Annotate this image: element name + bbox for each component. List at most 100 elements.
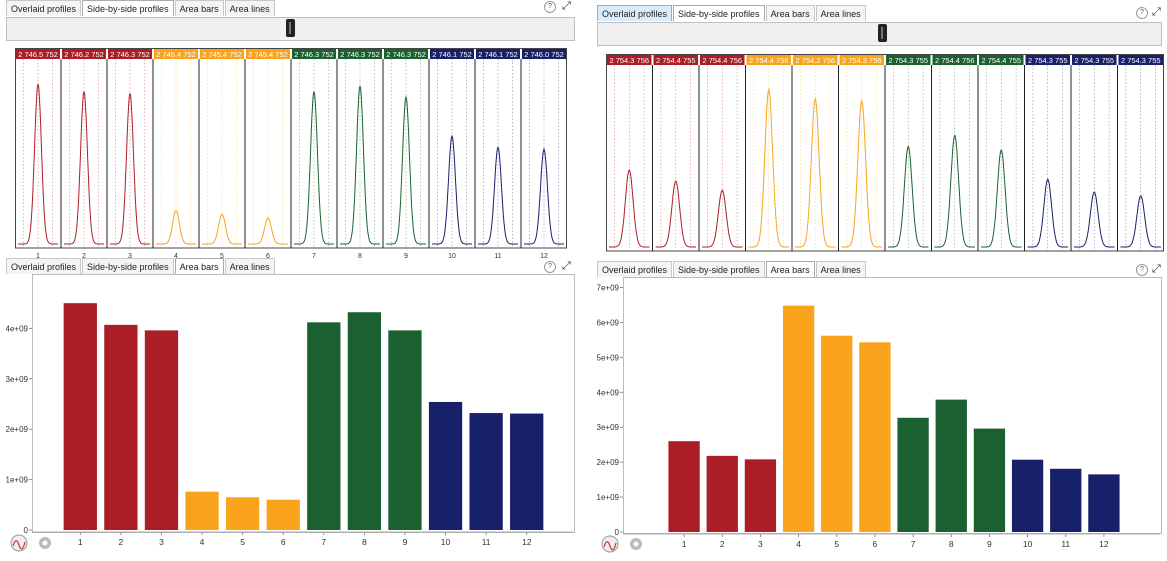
profile-peak [981, 148, 1022, 248]
profile-header-label: 2 754.2 756 [795, 56, 835, 65]
tab-overlaid-profiles[interactable]: Overlaid profiles [597, 261, 673, 277]
profile-peak [524, 147, 564, 245]
profile-bottom-label: 3 [128, 253, 132, 258]
tab-overlaid-profiles[interactable]: Overlaid profiles [6, 0, 82, 16]
tab-area-bars[interactable]: Area bars [174, 258, 224, 274]
x-tick-label: 7 [911, 539, 916, 549]
help-icon[interactable]: ? [1136, 7, 1148, 19]
profile-icon[interactable] [601, 535, 619, 556]
tab-overlaid-profiles[interactable]: Overlaid profiles [6, 258, 82, 274]
profile-header-box [653, 55, 698, 65]
tab-area-lines[interactable]: Area lines [224, 258, 275, 274]
profile-header-box [793, 55, 838, 65]
expand-icon[interactable]: ⤢ [562, 260, 571, 272]
profile-bottom-label: 12 [540, 253, 548, 258]
right-bottom-tabs: Overlaid profiles Side-by-side profiles … [597, 261, 867, 277]
profile-bottom-label: 11 [494, 253, 501, 258]
profile-peak [1027, 178, 1068, 248]
y-tick-label: 2e+09 [6, 425, 29, 434]
bar [63, 303, 97, 530]
bar [185, 491, 219, 530]
right-top-tabs: Overlaid profiles Side-by-side profiles … [597, 5, 867, 21]
tab-side-by-side-profiles[interactable]: Side-by-side profiles [673, 261, 765, 277]
profile-bottom-label: 6 [266, 253, 270, 258]
profile-peak [386, 95, 426, 245]
profile-header-box [108, 49, 152, 59]
y-tick-label: 4e+09 [6, 324, 29, 333]
profile-header-box [1072, 55, 1117, 65]
profile-peak [248, 217, 288, 245]
x-tick-label: 10 [441, 537, 451, 547]
profile-peak [934, 133, 975, 248]
y-tick-label: 1e+09 [6, 476, 29, 485]
profile-header-label: 2 746.1 752 [478, 50, 518, 59]
profile-peak [888, 144, 929, 248]
tab-side-by-side-profiles[interactable]: Side-by-side profiles [82, 258, 174, 274]
y-tick-label: 4e+09 [597, 388, 620, 397]
bar [1088, 474, 1120, 532]
settings-gear-icon[interactable] [627, 535, 645, 556]
x-tick-label: 4 [200, 537, 205, 547]
expand-icon[interactable]: ⤢ [1152, 6, 1161, 18]
profile-peak [702, 189, 743, 248]
profile-header-box [338, 49, 382, 59]
tab-area-lines[interactable]: Area lines [224, 0, 275, 16]
bar [935, 399, 967, 532]
profile-header-label: 2 754.3 756 [842, 56, 882, 65]
profile-header-label: 2 746.1 752 [432, 50, 472, 59]
profile-header-box [430, 49, 474, 59]
profile-peak [478, 145, 518, 245]
profile-header-label: 2 754.3 755 [1074, 56, 1114, 65]
y-tick-label: 5e+09 [597, 353, 620, 362]
profile-glyph [601, 535, 619, 553]
profile-header-label: 2 746.3 752 [294, 50, 334, 59]
profile-icon[interactable] [10, 534, 28, 555]
profile-header-label: 2 745.4 752 [156, 50, 196, 59]
bar [1011, 459, 1044, 532]
x-tick-label: 5 [240, 537, 245, 547]
profile-header-box [1118, 55, 1163, 65]
profile-peak [609, 169, 650, 248]
right-bars-panel: Overlaid profiles Side-by-side profiles … [597, 261, 1164, 558]
tab-area-bars[interactable]: Area bars [765, 5, 815, 21]
help-icon[interactable]: ? [544, 1, 556, 13]
tab-area-bars[interactable]: Area bars [765, 261, 815, 277]
tab-side-by-side-profiles[interactable]: Side-by-side profiles [673, 5, 765, 21]
x-tick-label: 3 [159, 537, 164, 547]
tab-area-lines[interactable]: Area lines [815, 261, 866, 277]
profile-header-box [700, 55, 745, 65]
expand-icon[interactable]: ⤢ [562, 0, 571, 12]
profile-bottom-label: 10 [448, 253, 456, 258]
profile-header-box [886, 55, 931, 65]
bar [469, 413, 503, 530]
gear-glyph [630, 538, 642, 550]
bar [104, 324, 138, 530]
profile-peak [432, 134, 472, 245]
x-tick-label: 9 [987, 539, 992, 549]
help-icon[interactable]: ? [1136, 264, 1148, 276]
y-tick-label: 3e+09 [597, 423, 620, 432]
help-icon[interactable]: ? [544, 261, 556, 273]
tab-area-bars[interactable]: Area bars [174, 0, 224, 16]
slider-thumb[interactable] [878, 24, 887, 42]
tab-area-lines[interactable]: Area lines [815, 5, 866, 21]
scroll-slider[interactable] [6, 17, 575, 41]
scroll-slider[interactable] [597, 22, 1162, 46]
slider-thumb[interactable] [286, 19, 295, 37]
x-tick-label: 9 [403, 537, 408, 547]
profile-header-label: 2 754.4 755 [981, 56, 1021, 65]
left-bottom-tabs: Overlaid profiles Side-by-side profiles … [6, 258, 276, 274]
profile-header-label: 2 754.4 755 [656, 56, 696, 65]
expand-icon[interactable]: ⤢ [1152, 263, 1161, 275]
tab-side-by-side-profiles[interactable]: Side-by-side profiles [82, 0, 174, 16]
settings-gear-icon[interactable] [36, 534, 54, 555]
profile-header-box [932, 55, 977, 65]
tab-overlaid-profiles[interactable]: Overlaid profiles [597, 5, 673, 21]
left-bars-panel: Overlaid profiles Side-by-side profiles … [6, 258, 577, 558]
profile-header-box [16, 49, 60, 59]
x-tick-label: 1 [78, 537, 83, 547]
bar [744, 459, 777, 532]
x-tick-label: 6 [281, 537, 286, 547]
